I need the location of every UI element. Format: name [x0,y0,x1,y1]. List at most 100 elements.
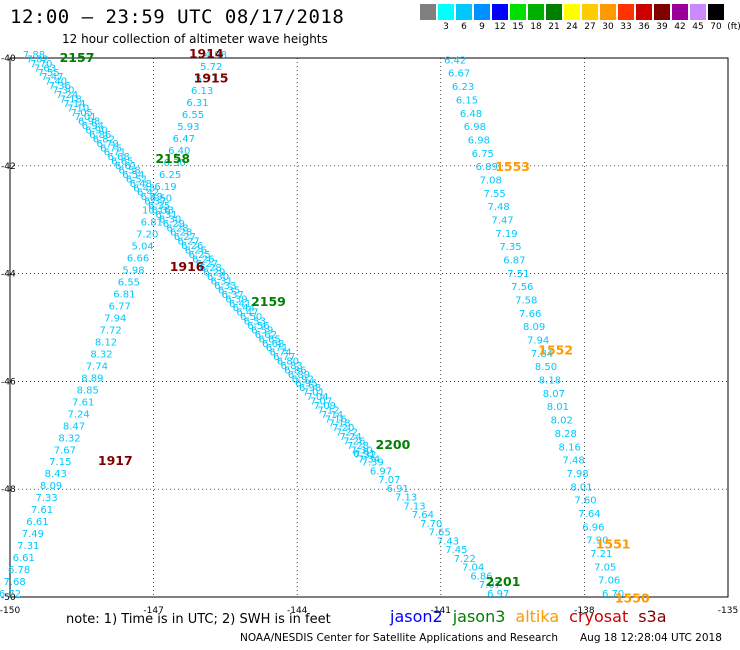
scale-swatch [510,4,527,20]
swh-value: 6.87 [503,255,525,266]
swh-value: 6.77 [109,302,131,313]
swh-value: 8.01 [570,482,592,493]
swh-value: 8.50 [535,362,557,373]
scale-swatch [546,4,563,20]
scale-unit: (ft) [727,22,740,32]
scale-label: 12 [494,22,506,32]
scale-label: 70 [710,22,722,32]
scale-swatch [438,4,455,20]
legend-entry-jason3: jason3 [452,607,506,626]
swh-value: 8.02 [551,416,573,427]
swh-value: 7.34 [358,454,380,465]
swh-value: 6.75 [100,143,122,154]
swh-value: 7.13 [403,501,425,512]
swh-value: 7.20 [332,423,354,434]
swh-value: 7.88 [23,50,45,61]
swh-value: 7.55 [38,68,60,79]
swh-value: 6.39 [225,294,247,305]
y-tick-label: -44 [1,270,16,280]
swh-value: 6.30 [207,272,229,283]
swh-value: 8.28 [555,429,577,440]
swh-value: 7.90 [586,536,608,547]
swh-value: 6.31 [155,210,177,221]
swh-value: 7.68 [3,577,25,588]
swh-value: 7.14 [321,410,343,421]
swh-value: 6.92 [292,374,314,385]
scale-swatch [690,4,707,20]
swh-value: 7.31 [17,541,39,552]
swh-value: 6.50 [240,312,262,323]
swh-value: 6.15 [456,95,478,106]
swh-value: 7.33 [35,493,57,504]
swh-value: 6.48 [130,179,152,190]
scale-swatch [492,4,509,20]
swh-value: 5.93 [177,122,199,133]
page-title: 12:00 – 23:59 UTC 08/17/2018 [10,6,345,28]
scale-label: 27 [584,22,596,32]
swh-value: 6.65 [258,334,280,345]
pass-time-label: 1552 [538,342,573,357]
swh-value: 6.55 [182,110,204,121]
swh-value: 6.98 [468,135,490,146]
swh-value: 7.15 [49,457,71,468]
swh-value: 7.45 [445,545,467,556]
swh-value: 7.51 [507,269,529,280]
credit-line: NOAA/NESDIS Center for Satellite Applica… [240,632,558,644]
scale-label: 21 [548,22,560,32]
swh-value: 5.71 [196,74,218,85]
scale-label: 24 [566,22,578,32]
swh-value: 6.27 [196,259,218,270]
swh-value: 6.47 [236,308,258,319]
swh-value: 8.47 [63,421,85,432]
swh-value: 6.98 [78,117,100,128]
swh-value: 5.98 [122,266,144,277]
y-tick-label: -46 [1,377,16,387]
swh-value: 6.61 [13,553,35,564]
swh-value: 6.74 [269,348,291,359]
swh-value: 6.26 [192,254,214,265]
swh-value: 7.43 [437,536,459,547]
scale-label: 9 [479,22,485,32]
swh-value: 5.04 [132,242,154,253]
swh-value: 6.44 [233,303,255,314]
swh-value: 7.01 [74,112,96,123]
x-tick-label: -138 [574,606,595,616]
pass-time-label: 1551 [596,536,631,551]
swh-value: 7.61 [31,505,53,516]
swh-value: 6.53 [244,317,266,328]
scale-label: 15 [512,22,524,32]
swh-value: 6.77 [273,352,295,363]
swh-value: 7.20 [136,230,158,241]
swh-value: 6.86 [470,571,492,582]
swh-value: 8.32 [58,433,80,444]
swh-value: 8.09 [523,322,545,333]
pass-time-label: 1914 [189,46,224,61]
swh-value: 6.40 [168,146,190,157]
swh-value: 6.95 [295,379,317,390]
swh-value: 7.24 [339,432,361,443]
swh-value: 8.07 [543,389,565,400]
swh-value: 6.28 [166,223,188,234]
swh-value: 6.91 [353,449,375,460]
pass-time-label: 1553 [495,159,530,174]
swh-value: 7.39 [361,458,383,469]
swh-value: 7.82 [26,54,48,65]
swh-value: 7.56 [511,282,533,293]
swh-value: 6.94 [82,121,104,132]
swh-value: 7.74 [86,361,108,372]
swh-value: 6.70 [602,589,624,600]
swh-value: 6.79 [96,139,118,150]
swh-value: 6.27 [174,232,196,243]
swh-value: 7.06 [598,576,620,587]
swh-value: 7.09 [314,401,336,412]
swh-value: 7.40 [45,77,67,88]
pass-time-label: 2157 [60,50,95,65]
swh-value: 6.42 [137,188,159,199]
swh-value: 6.23 [452,82,474,93]
swh-value: 6.65 [111,157,133,168]
generated-timestamp: Aug 18 12:28:04 UTC 2018 [580,632,722,644]
swh-value: 6.28 [170,228,192,239]
y-tick-label: -48 [1,485,16,495]
pass-time-label: 2201 [486,574,521,589]
swh-value: 7.30 [52,86,74,97]
